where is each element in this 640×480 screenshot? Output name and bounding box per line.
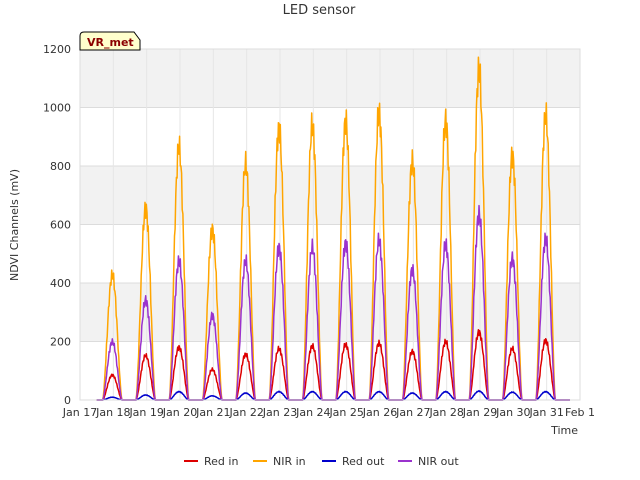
plot-band [80,224,580,283]
x-tick-label: Jan 29 [462,406,497,419]
y-axis-ticks: 0 200 400 600 800 1000 1200 [43,43,71,407]
x-tick-label: Jan 18 [95,406,130,419]
y-tick-label: 600 [50,219,71,232]
x-tick-label: Jan 17 [62,406,97,419]
x-tick-label: Jan 25 [328,406,363,419]
annotation-label: VR_met [87,36,134,49]
x-tick-label: Jan 19 [128,406,163,419]
y-tick-label: 1000 [43,102,71,115]
x-tick-label: Feb 1 [565,406,595,419]
x-tick-label: Jan 28 [428,406,463,419]
plot-frame [79,48,581,401]
legend-label: NIR out [418,455,459,468]
plot-background [80,49,580,400]
plot-band [80,283,580,342]
x-tick-label: Jan 30 [495,406,530,419]
legend-label: Red in [204,455,238,468]
x-tick-label: Jan 23 [262,406,297,419]
plot-band [80,166,580,225]
x-tick-label: Jan 22 [228,406,263,419]
x-tick-label: Jan 26 [362,406,397,419]
legend: Red in NIR in Red out NIR out [184,455,459,468]
annotation-box: VR_met [79,31,141,51]
x-tick-label: Jan 20 [162,406,197,419]
x-tick-label: Jan 21 [195,406,230,419]
y-tick-label: 400 [50,277,71,290]
legend-label: Red out [342,455,385,468]
y-tick-label: 200 [50,336,71,349]
plot-band [80,341,580,400]
x-axis-label: Time [550,424,578,437]
plot-band [80,49,580,108]
annotation-frame [79,31,141,51]
y-tick-label: 1200 [43,43,71,56]
chart-title: LED sensor [283,3,356,18]
legend-label: NIR in [273,455,306,468]
plot-band [80,107,580,166]
x-tick-label: Jan 31 [528,406,563,419]
y-axis-label: NDVI Channels (mV) [8,169,21,281]
x-tick-label: Jan 24 [295,406,330,419]
y-tick-label: 0 [64,394,71,407]
x-tick-label: Jan 27 [395,406,430,419]
y-tick-label: 800 [50,160,71,173]
